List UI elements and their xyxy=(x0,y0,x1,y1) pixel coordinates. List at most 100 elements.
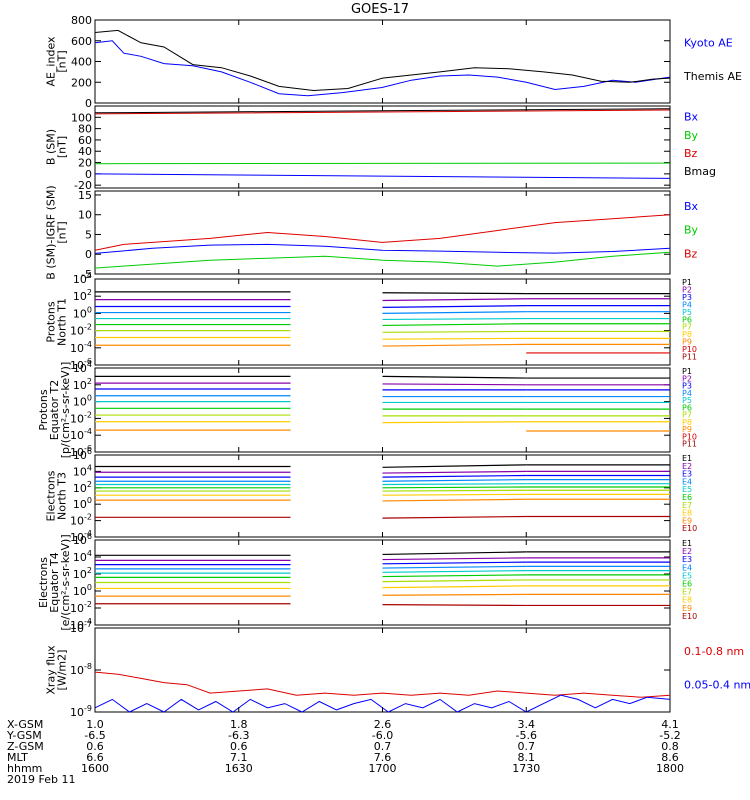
series-line xyxy=(94,162,671,165)
footer-cell: 1700 xyxy=(369,762,397,775)
y-tick-label: 10 xyxy=(78,209,92,222)
y-tick-label: 102 xyxy=(73,377,92,392)
legend-label: P8 xyxy=(682,330,692,339)
y-tick-label: 10-2 xyxy=(70,323,92,338)
series-line xyxy=(94,251,671,269)
y-axis-label: [W/m2] xyxy=(56,650,69,691)
footer-cell: 6.6 xyxy=(86,751,104,764)
y-tick-label: 106 xyxy=(73,447,92,462)
legend-label: E10 xyxy=(682,524,697,533)
series-line xyxy=(382,337,527,340)
legend-label: E4 xyxy=(682,477,692,486)
y-axis-label: North T1 xyxy=(56,298,69,346)
y-axis-label: Equator T2 xyxy=(48,380,61,440)
footer-cell: 1800 xyxy=(656,762,684,775)
legend-label: Bmag xyxy=(684,165,716,178)
legend-label: Bx xyxy=(684,111,699,124)
footer-cell: -6.5 xyxy=(84,729,105,742)
series-line xyxy=(382,292,527,295)
footer-cell: 0.6 xyxy=(230,740,248,753)
panel-bdiff: -5 0 5 10 15 B (SM)-IGRF (SM)[nT] Bx By Bz xyxy=(45,185,699,281)
legend-label: P7 xyxy=(682,411,692,420)
footer-cell: 1600 xyxy=(81,762,109,775)
series-line xyxy=(382,498,527,502)
y-tick-label: 104 xyxy=(73,463,92,478)
y-tick-label: 100 xyxy=(73,583,92,598)
footer-cell: 4.1 xyxy=(661,718,679,731)
series-line xyxy=(382,474,527,478)
y-tick-label: 102 xyxy=(73,566,92,581)
legend-label: 0.05-0.4 nm xyxy=(684,678,750,691)
y-axis-label: [nT] xyxy=(56,50,69,72)
series-line xyxy=(94,214,671,251)
footer-cell: -6.0 xyxy=(372,729,393,742)
y-tick-label: 60 xyxy=(78,134,92,147)
y-tick-label: 600 xyxy=(71,35,92,48)
y-tick-label: 104 xyxy=(73,271,92,286)
footer-cell: 1730 xyxy=(512,762,540,775)
legend-label: E6 xyxy=(682,580,692,589)
legend-label: Kyoto AE xyxy=(684,37,733,50)
legend-label: E2 xyxy=(682,462,692,471)
y-axis-label: North T3 xyxy=(56,472,69,520)
footer-cell: 0.7 xyxy=(374,740,392,753)
series-line xyxy=(382,515,527,519)
series-line xyxy=(382,489,527,492)
legend-label: P2 xyxy=(682,285,692,294)
series-line xyxy=(382,585,527,589)
series-line xyxy=(94,29,671,92)
series-line xyxy=(94,40,671,97)
legend-label: P4 xyxy=(682,389,692,398)
footer-row-label: MLT xyxy=(7,751,28,764)
y-tick-label: 10-4 xyxy=(70,427,92,442)
y-tick-label: 10-2 xyxy=(70,600,92,615)
footer-cell: 0.7 xyxy=(518,740,536,753)
y-tick-label: 100 xyxy=(73,394,92,409)
legend-label: P3 xyxy=(682,382,692,391)
footer-cell: 0.6 xyxy=(86,740,104,753)
series-line xyxy=(382,557,527,561)
legend-label: Bx xyxy=(684,200,699,213)
panel-frame xyxy=(94,367,671,453)
footer-date: 2019 Feb 11 xyxy=(7,773,75,786)
legend-label: E8 xyxy=(682,596,692,605)
panel-frame xyxy=(94,190,671,275)
series-line xyxy=(382,593,527,596)
footer-cell: 7.1 xyxy=(230,751,248,764)
series-line xyxy=(382,311,527,314)
legend-label: E5 xyxy=(682,485,692,494)
series-line xyxy=(382,375,527,379)
y-axis-label: B (SM) xyxy=(45,129,58,165)
series-line xyxy=(382,330,527,333)
plot-title: GOES-17 xyxy=(351,2,409,17)
series-line xyxy=(382,493,527,496)
series-line xyxy=(94,671,671,698)
series-line xyxy=(382,383,527,386)
legend-label: P5 xyxy=(682,308,692,317)
legend-label: E5 xyxy=(682,571,692,580)
legend-label: E6 xyxy=(682,493,692,502)
footer-cell: -5.6 xyxy=(516,729,537,742)
y-tick-label: 200 xyxy=(71,76,92,89)
footer-row-label: X-GSM xyxy=(7,718,43,731)
y-tick-label: 104 xyxy=(73,360,92,375)
panel-xray: 10-7 10-8 10-9 Xray flux[W/m2] 0.1-0.8 nm 0.0… xyxy=(45,620,750,719)
legend-label: P10 xyxy=(682,432,697,441)
legend-label: P1 xyxy=(682,278,692,287)
legend-label: P9 xyxy=(682,338,692,347)
legend-label: By xyxy=(684,224,699,237)
y-tick-label: 0 xyxy=(85,97,92,110)
series-line xyxy=(382,470,527,474)
series-line xyxy=(382,574,527,578)
y-tick-label: 10-2 xyxy=(70,513,92,528)
series-line xyxy=(382,561,527,565)
series-line xyxy=(382,323,527,327)
legend-label: P2 xyxy=(682,374,692,383)
footer-cell: 1.8 xyxy=(230,718,248,731)
series-line xyxy=(382,479,527,482)
legend-label: E7 xyxy=(682,501,692,510)
series-line xyxy=(382,483,527,486)
